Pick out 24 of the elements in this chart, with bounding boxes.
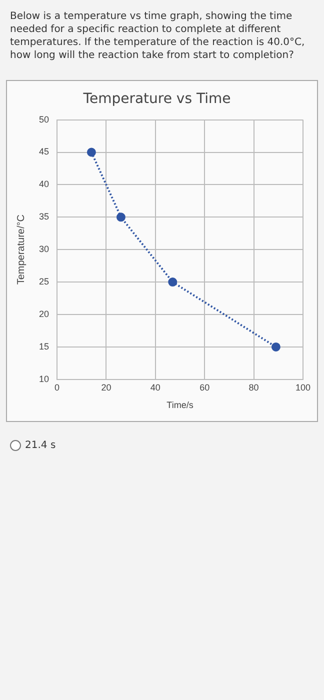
point bbox=[271, 342, 280, 352]
text: 21.4 s bbox=[25, 440, 56, 451]
x-tick-label: 0 bbox=[54, 382, 60, 392]
y-tick-label: 45 bbox=[38, 146, 50, 157]
point bbox=[116, 212, 126, 222]
x-tick-label: 80 bbox=[248, 382, 259, 392]
point bbox=[168, 278, 178, 287]
chart-title: Temperature vs Time bbox=[82, 91, 231, 108]
y-tick-label: 15 bbox=[38, 341, 50, 352]
y-tick-label: 40 bbox=[38, 179, 50, 190]
y-tick-label: 10 bbox=[38, 374, 50, 384]
y-tick-label: 25 bbox=[38, 276, 50, 287]
point bbox=[86, 148, 96, 157]
y-tick-label: 35 bbox=[38, 212, 50, 222]
y-tick-label: 30 bbox=[38, 244, 50, 254]
y-tick-label: 20 bbox=[38, 308, 50, 319]
x-tick-label: 20 bbox=[101, 382, 112, 392]
x-tick-label: 60 bbox=[200, 382, 210, 392]
y-axis-title: Temperature/°C bbox=[16, 214, 27, 285]
x-axis-title: Time/s bbox=[166, 400, 194, 410]
x-tick-label: 100 bbox=[295, 382, 311, 392]
x-tick-label: 40 bbox=[150, 382, 160, 392]
y-tick-label: 50 bbox=[38, 114, 50, 124]
text: Below is a temperature vs time graph, showing the time needed for a specific reaction to complete at different temperatures. If the temperature of the reaction is 40.0°C, how long will the reaction take from start to completion? bbox=[10, 10, 306, 62]
